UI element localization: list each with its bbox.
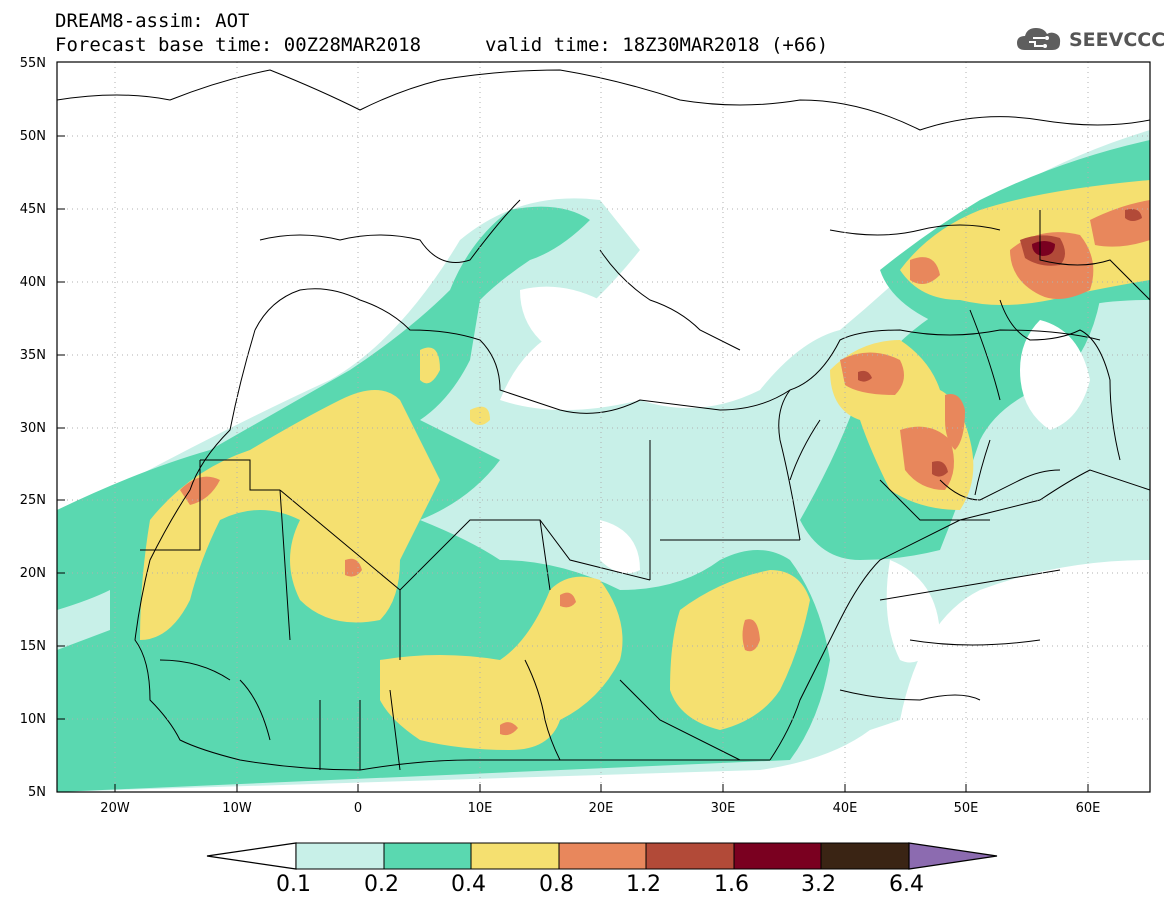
- colorbar-label: 6.4: [889, 872, 924, 897]
- lon-label: 10W: [222, 801, 252, 816]
- lat-label: 40N: [20, 275, 46, 290]
- lon-label: 50E: [954, 801, 979, 816]
- valid-time: valid time: 18Z30MAR2018 (+66): [485, 34, 829, 56]
- lat-label: 10N: [20, 712, 46, 727]
- colorbar-label: 3.2: [801, 872, 836, 897]
- axis-ticks: [57, 135, 1089, 792]
- colorbar-label: 0.8: [539, 872, 574, 897]
- colorbar-swatch: [733, 842, 822, 870]
- aot-field: [57, 62, 1150, 792]
- lon-label: 20E: [589, 801, 614, 816]
- seevccc-logo: SEEVCCC: [1015, 20, 1165, 60]
- logo-text: SEEVCCC: [1069, 29, 1165, 51]
- lon-label: 0: [354, 801, 362, 816]
- lat-label: 15N: [20, 639, 46, 654]
- colorbar-swatch: [820, 842, 910, 870]
- lat-label: 20N: [20, 566, 46, 581]
- colorbar-label: 1.2: [626, 872, 661, 897]
- colorbar-swatch: [470, 842, 560, 870]
- base-time: Forecast base time: 00Z28MAR2018: [55, 34, 422, 56]
- lat-label: 5N: [28, 785, 46, 800]
- country-borders: [57, 69, 1150, 771]
- colorbar-low-arrow: [206, 842, 297, 870]
- lat-label: 30N: [20, 421, 46, 436]
- lon-label: 30E: [711, 801, 736, 816]
- colorbar-swatch: [645, 842, 735, 870]
- colorbar-high-arrow: [908, 842, 998, 870]
- colorbar-label: 0.4: [451, 872, 486, 897]
- aot-level-1.6: [1032, 241, 1055, 256]
- grid-lines: [57, 62, 1150, 792]
- colorbar-swatch: [383, 842, 472, 870]
- colorbar-label: 1.6: [714, 872, 749, 897]
- cloud-icon: [1017, 28, 1061, 50]
- chart-title: DREAM8-assim: AOT: [55, 10, 250, 32]
- lat-label: 50N: [20, 129, 46, 144]
- latitude-labels: 55N 50N 45N 40N 35N 30N 25N 20N 15N 10N …: [20, 56, 46, 800]
- colorbar-swatch: [295, 842, 385, 870]
- lat-label: 35N: [20, 348, 46, 363]
- colorbar-label: 0.2: [364, 872, 399, 897]
- lon-label: 40E: [833, 801, 858, 816]
- lon-label: 20W: [100, 801, 130, 816]
- lon-label: 10E: [468, 801, 493, 816]
- colorbar: [206, 842, 998, 870]
- colorbar-swatch: [558, 842, 647, 870]
- longitude-labels: 20W 10W 0 10E 20E 30E 40E 50E 60E: [100, 801, 1100, 816]
- colorbar-label: 0.1: [276, 872, 311, 897]
- forecast-times: Forecast base time: 00Z28MAR2018 valid ti…: [55, 34, 828, 56]
- lon-label: 60E: [1076, 801, 1101, 816]
- lat-label: 55N: [20, 56, 46, 71]
- lat-label: 25N: [20, 493, 46, 508]
- map-frame: [56, 61, 1151, 793]
- clear-areas: [500, 286, 1090, 663]
- lat-label: 45N: [20, 202, 46, 217]
